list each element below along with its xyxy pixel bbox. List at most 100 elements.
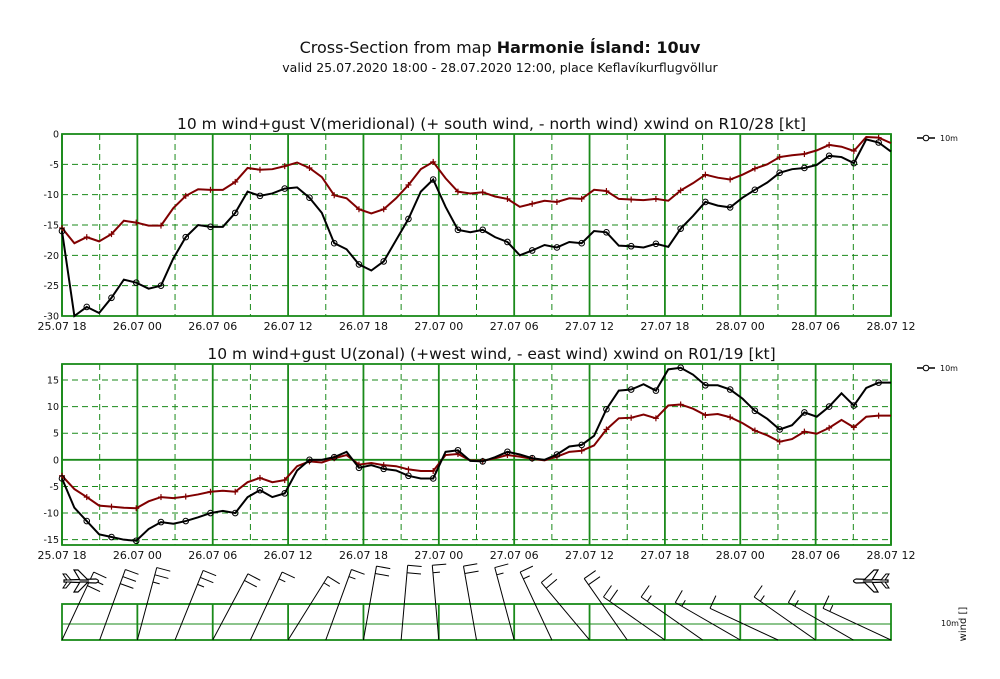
airplane-wing xyxy=(72,569,90,581)
wind-point xyxy=(182,517,190,525)
wind-point xyxy=(776,426,783,433)
wind-barb-staff xyxy=(822,607,892,641)
wind-barb-feather xyxy=(244,579,258,588)
wind-barb-feather xyxy=(681,599,686,607)
gust-point xyxy=(83,234,90,241)
legend-marker xyxy=(922,364,930,372)
wind-point xyxy=(677,225,684,232)
wind-point xyxy=(405,215,412,223)
wind-point xyxy=(132,537,140,545)
gust-point xyxy=(652,415,659,422)
wind-barb-feather xyxy=(407,564,422,568)
wind-point xyxy=(454,446,462,454)
x-tick-label: 27.07 06 xyxy=(490,320,539,333)
wind-point xyxy=(405,472,412,480)
gust-point xyxy=(133,505,140,512)
wind-barb-feather xyxy=(348,576,356,580)
wind-barb-feather xyxy=(609,589,619,602)
gust-point xyxy=(430,158,437,165)
wind-barb-feather xyxy=(519,565,534,573)
gust-point xyxy=(553,198,560,205)
wind-point xyxy=(504,238,511,246)
wind-point xyxy=(429,475,437,482)
gust-point xyxy=(256,166,263,173)
wind-barb-feather xyxy=(202,569,217,577)
x-tick-label: 27.07 12 xyxy=(565,549,614,562)
gust-point xyxy=(281,477,288,484)
wind-barb-staff xyxy=(753,596,816,641)
wind-barb-feather xyxy=(496,572,504,576)
gust-point xyxy=(232,488,239,495)
wind-point xyxy=(58,227,66,235)
wind-point xyxy=(528,247,536,254)
x-tick-label: 25.07 18 xyxy=(38,320,87,333)
x-tick-label: 28.07 00 xyxy=(716,320,765,333)
wind-point xyxy=(875,379,882,386)
wind-point xyxy=(330,239,338,247)
gust-point xyxy=(875,412,882,419)
gust-point xyxy=(751,427,758,434)
wind-point xyxy=(306,194,313,201)
wind-barb-feather xyxy=(406,572,422,575)
wind-point xyxy=(108,533,115,541)
wind-barb-feather xyxy=(787,590,796,603)
gust-point xyxy=(702,171,709,178)
gust-point xyxy=(454,188,461,195)
wind-barb-feather xyxy=(432,563,447,566)
wind-barb-staff xyxy=(462,566,477,641)
panel-title: 10 m wind+gust U(zonal) (+west wind, - e… xyxy=(207,345,775,363)
x-tick-label: 28.07 06 xyxy=(791,549,840,562)
wind-point xyxy=(157,518,165,526)
wind-barb-staff xyxy=(494,567,515,641)
wind-barb xyxy=(822,595,892,641)
wind-barb-feather xyxy=(122,576,137,582)
wind-point xyxy=(603,228,610,236)
airplane-wing xyxy=(862,569,880,581)
gust-point xyxy=(157,222,164,229)
wind-point xyxy=(850,402,858,409)
wind-barb-staff xyxy=(249,571,283,641)
gust-point xyxy=(603,188,610,195)
x-tick-label: 26.07 06 xyxy=(188,549,237,562)
x-tick-label: 27.07 12 xyxy=(565,320,614,333)
wind-barb-feather xyxy=(464,570,479,575)
wind-barb xyxy=(431,563,447,641)
wind-point xyxy=(578,441,585,449)
x-tick-label: 28.07 00 xyxy=(716,549,765,562)
wind-point xyxy=(479,226,486,234)
wind-barb-feather xyxy=(541,573,553,583)
wind-barb xyxy=(540,573,590,641)
wind-barb-staff xyxy=(540,582,590,641)
wind-barb-feather xyxy=(646,595,652,602)
wind-point xyxy=(825,403,833,410)
wind-barb xyxy=(640,585,703,641)
y-tick-label: 5 xyxy=(53,429,59,440)
wind-point xyxy=(751,186,759,194)
gust-point xyxy=(207,186,214,193)
y-tick-label: -20 xyxy=(43,251,59,262)
airplane-icon xyxy=(852,569,890,593)
wind-point xyxy=(256,486,264,494)
wind-barb-staff xyxy=(362,566,377,641)
wind-point xyxy=(454,226,462,234)
wind-barb-staff xyxy=(325,569,352,641)
gust-point xyxy=(578,447,585,454)
gust-point xyxy=(578,195,585,202)
wind-barb xyxy=(674,590,741,641)
wind-barb-staff xyxy=(99,569,126,641)
wind-barb-feather xyxy=(432,571,440,574)
wind-point xyxy=(207,223,214,231)
gust-point xyxy=(108,231,115,238)
gust-point xyxy=(652,195,659,202)
gust-point xyxy=(207,488,214,495)
x-tick-label: 26.07 06 xyxy=(188,320,237,333)
wind-barb-feather xyxy=(759,595,765,602)
airplane-tail xyxy=(879,581,890,589)
wind-barb-feather xyxy=(603,585,612,598)
x-tick-label: 26.07 00 xyxy=(113,549,162,562)
wind-point xyxy=(652,240,660,248)
wind-barb-feather xyxy=(154,574,169,579)
legend-label: 10m xyxy=(940,134,958,143)
wind-barb xyxy=(249,571,296,641)
gust-point xyxy=(281,163,288,170)
